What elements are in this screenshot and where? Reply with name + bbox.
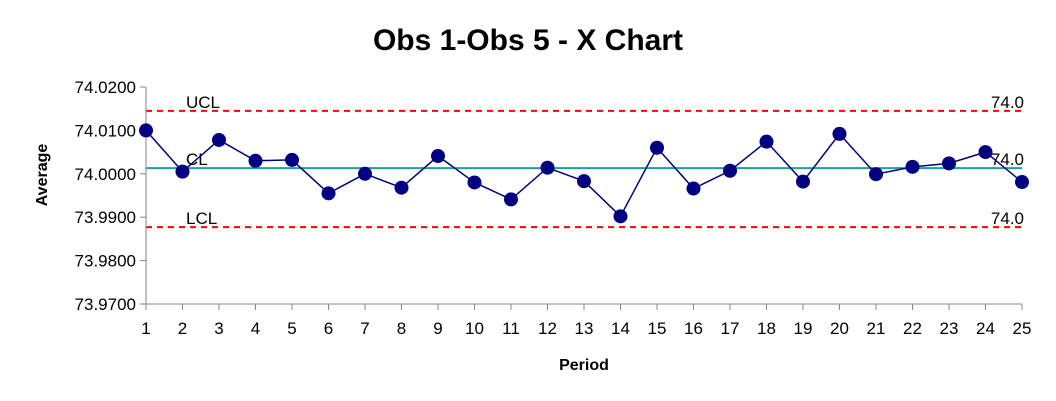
data-point (577, 174, 591, 189)
data-point (796, 174, 810, 189)
data-point (869, 167, 883, 182)
data-series (139, 123, 1029, 224)
data-point (358, 166, 372, 181)
data-point (394, 180, 409, 195)
x-tick-label: 5 (287, 319, 296, 338)
series-line (145, 129, 1023, 218)
x-tick-label: 22 (903, 319, 922, 338)
data-point (942, 156, 956, 171)
limit-value-cl: 74.0 (991, 150, 1024, 169)
x-tick-label: 7 (360, 319, 369, 338)
x-tick-label: 2 (178, 319, 187, 338)
data-point (285, 152, 299, 167)
x-tick-label: 20 (830, 319, 849, 338)
x-tick-label: 17 (721, 319, 740, 338)
x-tick-label: 10 (465, 319, 484, 338)
y-tick-label: 73.9800 (75, 252, 136, 271)
x-tick-label: 11 (502, 319, 520, 338)
x-axis-title: Period (559, 357, 609, 374)
x-tick-label: 18 (757, 319, 776, 338)
x-tick-label: 6 (324, 319, 333, 338)
x-tick-label: 3 (214, 319, 223, 338)
axes: 74.0200 74.0100 74.0000 73.9900 73.9800 73.97… (75, 78, 1032, 338)
data-point (650, 140, 664, 155)
limit-label-ucl: UCL (186, 93, 220, 112)
x-tick-label: 14 (611, 319, 630, 338)
data-point (540, 160, 555, 175)
x-tick-label: 21 (867, 319, 886, 338)
data-point (504, 192, 518, 207)
data-point (248, 153, 263, 168)
data-point (832, 126, 847, 141)
y-tick-label: 74.0100 (75, 121, 136, 140)
x-tick-label: 25 (1013, 319, 1032, 338)
data-point (1015, 175, 1029, 190)
x-tick-label: 12 (538, 319, 557, 338)
limit-value-ucl: 74.0 (991, 93, 1024, 112)
y-tick-label: 73.9900 (75, 208, 136, 227)
y-tick-label: 74.0000 (75, 165, 136, 184)
data-point (212, 132, 226, 147)
x-tick-label: 23 (940, 319, 959, 338)
x-tick-label: 1 (141, 319, 150, 338)
data-point (686, 181, 701, 196)
y-tick-label: 74.0200 (75, 78, 136, 97)
data-point (321, 186, 336, 201)
y-tick-label: 73.9700 (75, 295, 136, 314)
limit-value-lcl: 74.0 (991, 209, 1024, 228)
x-tick-label: 19 (794, 319, 813, 338)
data-point (175, 164, 190, 179)
data-point (467, 175, 482, 190)
data-point (613, 209, 628, 224)
x-tick-label: 13 (575, 319, 594, 338)
data-point (139, 123, 153, 138)
x-tick-label: 24 (976, 319, 995, 338)
data-point (978, 145, 993, 160)
x-tick-label: 8 (397, 319, 406, 338)
x-tick-label: 16 (684, 319, 703, 338)
x-tick-label: 15 (648, 319, 667, 338)
x-tick-label: 4 (251, 319, 260, 338)
y-axis-title: Average (34, 144, 51, 207)
chart-title: Obs 1-Obs 5 - X Chart (373, 24, 683, 57)
limit-label-lcl: LCL (186, 209, 217, 228)
data-point (905, 159, 920, 174)
data-point (723, 163, 737, 178)
data-point (759, 134, 774, 149)
x-tick-label: 9 (433, 319, 442, 338)
data-point (431, 149, 445, 164)
